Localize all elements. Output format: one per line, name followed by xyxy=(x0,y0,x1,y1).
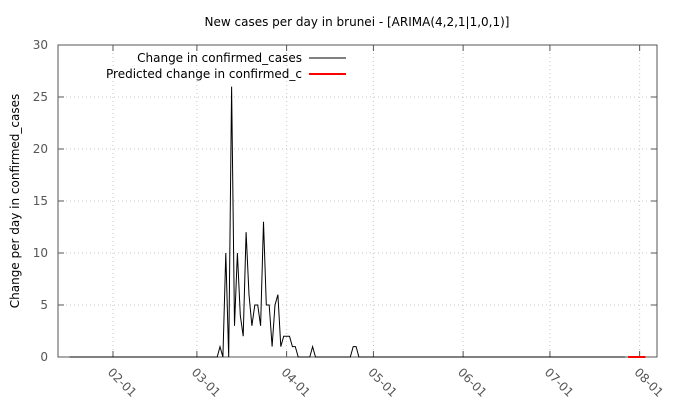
x-tick-label: 06-01 xyxy=(455,365,490,400)
y-ticks: 0 5 10 15 20 25 30 xyxy=(33,38,657,364)
x-tick-label: 07-01 xyxy=(542,365,577,400)
grid xyxy=(58,45,657,357)
y-tick-label: 5 xyxy=(40,298,48,312)
y-axis-label: Change per day in confirmed_cases xyxy=(8,94,22,309)
legend-label: Predicted change in confirmed_c xyxy=(106,67,302,81)
x-tick-label: 08-01 xyxy=(632,365,667,400)
series-group xyxy=(69,86,646,358)
y-tick-label: 20 xyxy=(33,142,48,156)
x-tick-label: 02-01 xyxy=(105,365,140,400)
y-tick-label: 30 xyxy=(33,38,48,52)
series-line-confirmed xyxy=(69,86,626,358)
legend: Change in confirmed_cases Predicted chang… xyxy=(106,51,346,81)
x-tick-label: 04-01 xyxy=(278,365,313,400)
plot-border xyxy=(57,44,658,358)
y-tick-label: 25 xyxy=(33,90,48,104)
y-tick-label: 10 xyxy=(33,246,48,260)
x-tick-label: 03-01 xyxy=(189,365,224,400)
chart-title: New cases per day in brunei - [ARIMA(4,2… xyxy=(205,15,510,29)
y-tick-label: 15 xyxy=(33,194,48,208)
x-tick-label: 05-01 xyxy=(365,365,400,400)
legend-label: Change in confirmed_cases xyxy=(137,51,302,65)
x-ticks: 02-01 03-01 04-01 05-01 06-01 07-01 08-01 xyxy=(105,45,666,400)
y-tick-label: 0 xyxy=(40,350,48,364)
